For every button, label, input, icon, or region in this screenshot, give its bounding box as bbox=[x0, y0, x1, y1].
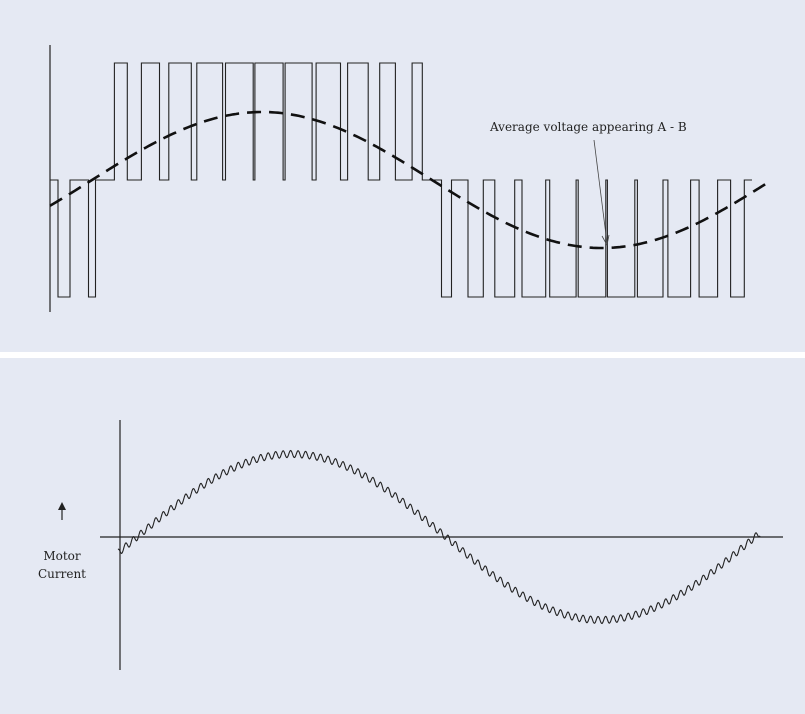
pwm-pulses bbox=[432, 179, 752, 298]
annotation-arrow bbox=[593, 139, 608, 244]
top-panel bbox=[0, 0, 805, 352]
pwm-waveform bbox=[50, 62, 752, 298]
arrow-head bbox=[601, 234, 610, 247]
average-voltage-curve bbox=[49, 110, 768, 250]
axis-label-line1: Motor bbox=[43, 549, 81, 563]
bottom-panel bbox=[0, 358, 805, 714]
pwm-pulses bbox=[106, 62, 432, 181]
motor-current-curve bbox=[117, 449, 761, 625]
axis-label-line2: Current bbox=[38, 567, 86, 581]
annotation: Average voltage appearing A - B bbox=[489, 120, 687, 134]
pwm-pulses bbox=[50, 179, 106, 298]
current-arrow-head bbox=[58, 502, 66, 510]
